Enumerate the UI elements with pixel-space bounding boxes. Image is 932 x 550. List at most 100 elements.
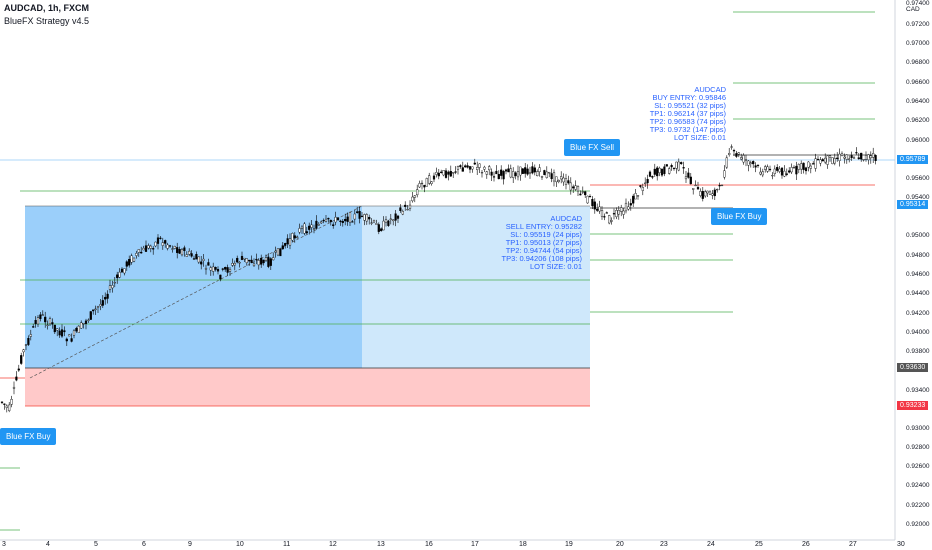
candle-body	[63, 330, 66, 333]
candle-body	[353, 213, 356, 220]
candle-body	[404, 204, 407, 207]
candle-body	[226, 267, 229, 273]
candle-body	[665, 164, 668, 167]
candle-body	[387, 220, 390, 226]
candle-body	[166, 244, 169, 249]
candle-body	[142, 247, 145, 251]
candle-body	[560, 176, 563, 180]
buy-box-line: TP2: 0.96583 (74 pips)	[649, 117, 726, 126]
candle-body	[416, 189, 419, 196]
candle-body	[788, 170, 791, 173]
candle-body	[106, 293, 109, 299]
candle-body	[413, 195, 416, 198]
candle-body	[195, 254, 198, 260]
candle-body	[653, 168, 656, 175]
candle-body	[747, 160, 750, 166]
y-tick-label: 0.93400	[906, 387, 930, 394]
candle-body	[860, 152, 863, 160]
candle-body	[557, 180, 560, 182]
candle-body	[586, 195, 589, 204]
candle-body	[216, 269, 220, 272]
candle-body	[219, 274, 222, 280]
candle-body	[610, 220, 613, 222]
candle-body	[867, 154, 870, 161]
candle-body	[89, 311, 92, 320]
candle-body	[461, 167, 464, 172]
candle-body	[180, 249, 184, 256]
candle-body	[252, 263, 256, 266]
candle-body	[809, 165, 812, 169]
sell-signal[interactable]: Blue FX Sell	[564, 139, 621, 156]
candle-body	[274, 250, 277, 253]
candle-body	[418, 183, 421, 188]
candle-body	[713, 189, 716, 197]
candle-body	[358, 211, 361, 219]
candle-body	[320, 221, 323, 224]
candle-body	[490, 171, 493, 176]
candle-body	[56, 328, 59, 331]
candle-body	[692, 188, 695, 190]
candle-body	[192, 258, 196, 260]
candle-body	[840, 153, 844, 157]
entry-price-label: 0.95314	[897, 200, 929, 209]
candle-body	[444, 170, 448, 178]
candle-body	[171, 248, 174, 250]
candle-body	[646, 178, 649, 184]
candle-body	[159, 237, 162, 239]
y-tick-label: 0.93800	[906, 348, 930, 355]
candle-body	[293, 235, 296, 239]
buy-signal-left[interactable]: Blue FX Buy	[0, 428, 57, 445]
candle-body	[99, 304, 102, 307]
candle-body	[12, 386, 16, 389]
candle-body	[723, 170, 726, 178]
candle-body	[773, 168, 776, 174]
stop-red-price-label: 0.93233	[897, 401, 929, 410]
candle-body	[291, 233, 294, 241]
candle-body	[392, 219, 395, 222]
candle-body	[752, 161, 755, 165]
candle-body	[452, 172, 455, 174]
candle-body	[658, 167, 661, 173]
candle-body	[243, 257, 246, 260]
candle-body	[483, 166, 486, 170]
candle-body	[233, 263, 236, 266]
x-tick-label: 13	[377, 541, 385, 548]
candle-body	[521, 168, 524, 174]
candle-body	[144, 245, 148, 252]
candle-body	[296, 236, 299, 238]
candle-body	[70, 338, 73, 342]
buy-signal-right[interactable]: Blue FX Buy	[711, 208, 768, 225]
y-tick-label: 0.95400	[906, 194, 930, 201]
candle-body	[509, 168, 512, 178]
candle-body	[699, 191, 702, 196]
candle-body	[831, 157, 834, 165]
candle-body	[504, 169, 508, 172]
candle-body	[776, 167, 779, 171]
candle-body	[536, 171, 539, 177]
candle-body	[135, 253, 138, 256]
candle-body	[670, 165, 673, 168]
candle-body	[449, 170, 452, 177]
x-tick-label: 20	[616, 541, 624, 548]
candle-body	[569, 182, 572, 191]
y-tick-label: 0.96400	[906, 98, 930, 105]
candle-body	[269, 258, 272, 266]
candle-body	[140, 251, 143, 254]
candle-body	[60, 329, 64, 337]
candle-body	[454, 171, 457, 173]
candle-body	[221, 268, 224, 270]
candle-body	[754, 165, 757, 168]
candle-body	[3, 403, 6, 405]
candle-body	[276, 248, 280, 256]
candle-body	[850, 155, 853, 158]
candle-body	[802, 162, 805, 170]
candle-body	[519, 166, 522, 176]
candle-body	[624, 202, 628, 212]
candle-body	[495, 170, 498, 175]
candle-body	[627, 206, 630, 210]
candle-body	[579, 193, 582, 196]
candle-body	[668, 168, 671, 174]
y-tick-label: 0.92600	[906, 463, 930, 470]
y-tick-label: 0.94600	[906, 271, 930, 278]
